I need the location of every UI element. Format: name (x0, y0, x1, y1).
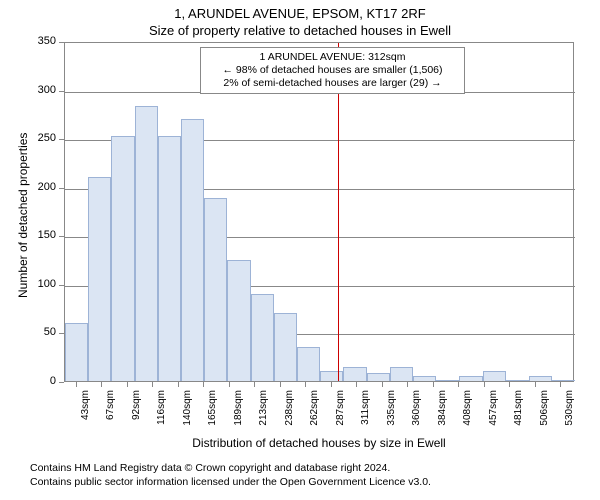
plot-area: 1 ARUNDEL AVENUE: 312sqm← 98% of detache… (64, 42, 574, 382)
xtick-label: 530sqm (564, 390, 575, 430)
ytick-label: 150 (30, 229, 56, 241)
ytick-mark (59, 139, 64, 140)
histogram-bar (158, 136, 181, 381)
ytick-label: 200 (30, 181, 56, 193)
histogram-bar (88, 177, 111, 381)
footer-line2: Contains public sector information licen… (30, 476, 431, 490)
ytick-label: 350 (30, 35, 56, 47)
xtick-label: 311sqm (360, 390, 371, 430)
histogram-bar (251, 294, 274, 381)
histogram-bar (506, 380, 529, 381)
xtick-label: 481sqm (513, 390, 524, 430)
xtick-label: 384sqm (437, 390, 448, 430)
xtick-mark (127, 382, 128, 387)
histogram-bar (436, 380, 459, 381)
histogram-bar (227, 260, 250, 381)
ytick-label: 0 (30, 375, 56, 387)
xtick-mark (203, 382, 204, 387)
footer-line1: Contains HM Land Registry data © Crown c… (30, 462, 431, 476)
ytick-mark (59, 188, 64, 189)
histogram-bar (529, 376, 552, 381)
ytick-label: 50 (30, 326, 56, 338)
ytick-mark (59, 42, 64, 43)
ytick-label: 250 (30, 132, 56, 144)
xtick-label: 408sqm (462, 390, 473, 430)
annotation-line: 2% of semi-detached houses are larger (2… (207, 77, 458, 90)
histogram-bar (181, 119, 204, 381)
histogram-bar (413, 376, 436, 381)
xtick-mark (280, 382, 281, 387)
histogram-bar (390, 367, 413, 381)
xtick-mark (535, 382, 536, 387)
annotation-line: 1 ARUNDEL AVENUE: 312sqm (207, 51, 458, 64)
xtick-mark (560, 382, 561, 387)
xtick-label: 506sqm (539, 390, 550, 430)
histogram-bar (552, 380, 575, 381)
xtick-label: 457sqm (488, 390, 499, 430)
x-axis-label: Distribution of detached houses by size … (64, 436, 574, 450)
xtick-label: 165sqm (207, 390, 218, 430)
histogram-bar (111, 136, 134, 381)
histogram-bar (483, 371, 506, 381)
chart-container: 1, ARUNDEL AVENUE, EPSOM, KT17 2RF Size … (0, 0, 600, 500)
chart-title: Size of property relative to detached ho… (0, 21, 600, 38)
ytick-label: 300 (30, 84, 56, 96)
histogram-bar (65, 323, 88, 381)
xtick-label: 262sqm (309, 390, 320, 430)
ytick-label: 100 (30, 278, 56, 290)
xtick-mark (76, 382, 77, 387)
ytick-mark (59, 285, 64, 286)
xtick-mark (356, 382, 357, 387)
xtick-label: 189sqm (233, 390, 244, 430)
chart-supertitle: 1, ARUNDEL AVENUE, EPSOM, KT17 2RF (0, 0, 600, 21)
xtick-label: 43sqm (80, 390, 91, 430)
xtick-mark (484, 382, 485, 387)
histogram-bar (459, 376, 482, 381)
xtick-label: 67sqm (105, 390, 116, 430)
annotation-box: 1 ARUNDEL AVENUE: 312sqm← 98% of detache… (200, 47, 465, 94)
footer-attribution: Contains HM Land Registry data © Crown c… (30, 462, 431, 489)
histogram-bar (274, 313, 297, 381)
ytick-mark (59, 382, 64, 383)
xtick-mark (382, 382, 383, 387)
xtick-label: 92sqm (131, 390, 142, 430)
ytick-mark (59, 333, 64, 334)
ytick-mark (59, 236, 64, 237)
xtick-mark (509, 382, 510, 387)
histogram-bar (320, 371, 343, 381)
xtick-label: 116sqm (156, 390, 167, 430)
xtick-mark (305, 382, 306, 387)
xtick-mark (433, 382, 434, 387)
xtick-mark (178, 382, 179, 387)
histogram-bar (343, 367, 366, 381)
annotation-line: ← 98% of detached houses are smaller (1,… (207, 64, 458, 77)
xtick-label: 287sqm (335, 390, 346, 430)
y-axis-label: Number of detached properties (16, 133, 30, 298)
xtick-mark (254, 382, 255, 387)
xtick-mark (152, 382, 153, 387)
xtick-mark (458, 382, 459, 387)
histogram-bar (135, 106, 158, 381)
histogram-bar (367, 373, 390, 381)
xtick-mark (331, 382, 332, 387)
xtick-label: 335sqm (386, 390, 397, 430)
xtick-mark (407, 382, 408, 387)
histogram-bar (204, 198, 227, 381)
xtick-label: 213sqm (258, 390, 269, 430)
xtick-label: 238sqm (284, 390, 295, 430)
xtick-mark (229, 382, 230, 387)
xtick-label: 360sqm (411, 390, 422, 430)
xtick-label: 140sqm (182, 390, 193, 430)
xtick-mark (101, 382, 102, 387)
ytick-mark (59, 91, 64, 92)
histogram-bar (297, 347, 320, 381)
